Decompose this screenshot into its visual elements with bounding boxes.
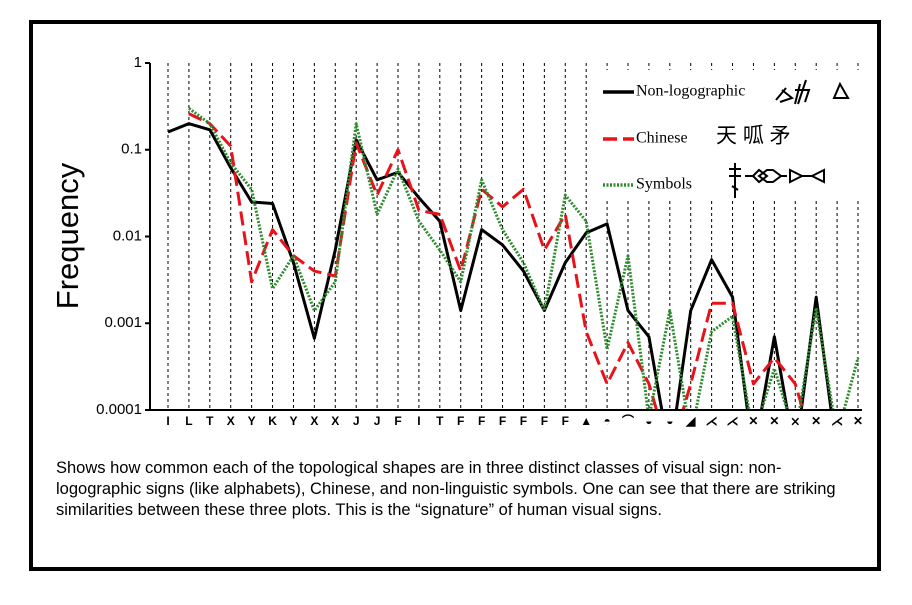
y-tick-label: 0.001	[104, 314, 142, 331]
x-tick-label: ✕	[811, 414, 821, 428]
caption: Shows how common each of the topological…	[56, 459, 836, 519]
y-tick-label: 1	[134, 54, 142, 71]
x-tick-label: F	[457, 414, 464, 428]
x-tick-label: I	[166, 414, 169, 428]
x-tick-label: X	[310, 414, 318, 428]
x-tick-label: ⌒	[621, 413, 634, 428]
x-tick-label: ⨯	[790, 414, 800, 428]
legend-label: Symbols	[636, 176, 692, 193]
x-tick-label: X	[331, 414, 339, 428]
x-tick-label: ⋌	[831, 414, 843, 428]
series-line	[188, 107, 860, 411]
x-tick-label: F	[520, 414, 527, 428]
series-line	[188, 112, 805, 411]
legend-label: Chinese	[636, 130, 688, 147]
x-tick-label: ◒	[666, 414, 673, 428]
x-tick-label: ⋌	[727, 414, 739, 428]
y-tick-label: 0.0001	[96, 401, 142, 418]
x-tick-label: ◒	[645, 414, 652, 428]
x-tick-label: T	[436, 414, 444, 428]
x-tick-label: ✕	[748, 414, 758, 428]
x-tick-label: X	[227, 414, 235, 428]
y-tick-label: 0.1	[121, 141, 142, 158]
x-tick-label: F	[394, 414, 401, 428]
x-tick-label: L	[185, 414, 192, 428]
legend-label: Non-logographic	[636, 83, 745, 100]
x-tick-label: F	[541, 414, 548, 428]
x-tick-label: ✕	[769, 414, 779, 428]
x-tick-label: Y	[289, 414, 297, 428]
x-tick-label: ◓	[603, 414, 610, 428]
nonlogo-glyphs	[775, 79, 850, 105]
x-tick-label: T	[206, 414, 214, 428]
x-tick-label: K	[268, 414, 277, 428]
symbol-glyphs	[729, 163, 825, 198]
y-axis-label: Frequency	[50, 162, 85, 309]
x-tick-label: J	[353, 414, 360, 428]
x-tick-label: ◢	[685, 414, 696, 428]
x-tick-label: Y	[248, 414, 256, 428]
x-tick-label: F	[562, 414, 569, 428]
x-tick-label: F	[478, 414, 485, 428]
x-tick-label: I	[417, 414, 420, 428]
x-tick-label: ⋌	[706, 414, 718, 428]
x-tick-label: ▲	[580, 414, 592, 428]
x-tick-label: F	[499, 414, 506, 428]
x-tick-label: ✕	[853, 414, 863, 428]
legend-annotation: 天 呱 矛	[716, 125, 791, 148]
y-tick-label: 0.01	[113, 227, 142, 244]
x-tick-label: J	[374, 414, 381, 428]
frame	[29, 20, 881, 571]
